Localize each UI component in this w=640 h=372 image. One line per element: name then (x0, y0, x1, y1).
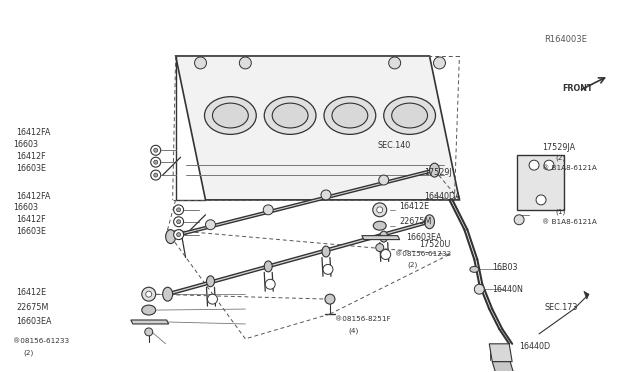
Ellipse shape (272, 103, 308, 128)
Text: 16603EA: 16603EA (17, 317, 52, 327)
Ellipse shape (392, 103, 428, 128)
Text: (2): (2) (555, 155, 565, 161)
Text: 16B03: 16B03 (492, 263, 518, 272)
Circle shape (474, 284, 484, 294)
Text: 16412FA: 16412FA (17, 192, 51, 201)
Circle shape (372, 203, 387, 217)
Text: 16603E: 16603E (17, 164, 46, 173)
Ellipse shape (424, 215, 435, 229)
Ellipse shape (166, 230, 175, 244)
Circle shape (177, 220, 180, 224)
Circle shape (207, 294, 218, 304)
Ellipse shape (384, 97, 435, 134)
Text: ®08156-8251F: ®08156-8251F (335, 316, 390, 322)
Ellipse shape (212, 103, 248, 128)
Text: 16412F: 16412F (17, 152, 46, 161)
Text: 17529J: 17529J (424, 168, 452, 177)
Circle shape (323, 264, 333, 274)
Circle shape (154, 173, 157, 177)
Circle shape (177, 232, 180, 237)
Circle shape (377, 207, 383, 213)
Polygon shape (175, 56, 460, 200)
Circle shape (151, 170, 161, 180)
Text: SEC.140: SEC.140 (378, 141, 411, 150)
Ellipse shape (207, 276, 214, 287)
Text: 16412E: 16412E (399, 202, 430, 211)
Text: 16603: 16603 (13, 203, 38, 212)
Circle shape (239, 57, 252, 69)
Ellipse shape (163, 287, 173, 301)
Circle shape (154, 160, 157, 164)
Text: ® B1A8-6121A: ® B1A8-6121A (542, 165, 597, 171)
Text: (1): (1) (555, 209, 565, 215)
Ellipse shape (373, 221, 386, 230)
Polygon shape (166, 170, 440, 237)
Circle shape (154, 148, 157, 152)
Circle shape (173, 230, 184, 240)
Polygon shape (517, 155, 564, 210)
Ellipse shape (142, 305, 156, 315)
Text: 16440D: 16440D (519, 342, 550, 351)
Polygon shape (492, 362, 513, 372)
Polygon shape (584, 291, 589, 299)
Circle shape (514, 215, 524, 225)
Text: 16440N: 16440N (492, 285, 523, 294)
Ellipse shape (205, 97, 256, 134)
Circle shape (433, 57, 445, 69)
Circle shape (529, 160, 539, 170)
Text: SEC.173: SEC.173 (544, 302, 577, 312)
Ellipse shape (264, 261, 272, 272)
Text: 17529JA: 17529JA (542, 143, 575, 152)
Ellipse shape (332, 103, 368, 128)
Text: 16440DA: 16440DA (424, 192, 461, 201)
Circle shape (173, 205, 184, 215)
Text: 22675M: 22675M (399, 217, 432, 226)
Circle shape (177, 208, 180, 212)
Text: ®08156-61233: ®08156-61233 (13, 338, 70, 344)
Circle shape (265, 279, 275, 289)
Circle shape (381, 250, 390, 259)
Text: 16412F: 16412F (17, 215, 46, 224)
Text: ®08156-61233: ®08156-61233 (395, 251, 451, 257)
Circle shape (151, 157, 161, 167)
Polygon shape (163, 222, 435, 294)
Text: 16412E: 16412E (17, 288, 47, 297)
Ellipse shape (470, 266, 479, 272)
Text: 17520U: 17520U (420, 240, 451, 249)
Text: (4): (4) (348, 328, 358, 334)
Circle shape (173, 217, 184, 227)
Circle shape (205, 220, 216, 230)
Text: (2): (2) (23, 350, 33, 356)
Circle shape (146, 291, 152, 297)
Text: 16603: 16603 (13, 140, 38, 149)
Circle shape (145, 328, 153, 336)
Circle shape (263, 205, 273, 215)
Text: 16412FA: 16412FA (17, 128, 51, 137)
Circle shape (195, 57, 207, 69)
Text: FRONT: FRONT (562, 84, 593, 93)
Circle shape (151, 145, 161, 155)
Circle shape (388, 57, 401, 69)
Circle shape (142, 287, 156, 301)
Ellipse shape (322, 246, 330, 257)
Circle shape (379, 175, 388, 185)
Ellipse shape (264, 97, 316, 134)
Text: 22675M: 22675M (17, 302, 49, 312)
Circle shape (321, 190, 331, 200)
Ellipse shape (429, 163, 440, 177)
Polygon shape (131, 320, 169, 324)
Circle shape (536, 195, 546, 205)
Text: (2): (2) (408, 261, 418, 268)
Circle shape (325, 294, 335, 304)
Circle shape (544, 160, 554, 170)
Polygon shape (362, 235, 399, 240)
Text: 16603EA: 16603EA (406, 233, 442, 242)
Polygon shape (489, 344, 512, 362)
Circle shape (376, 244, 384, 251)
Ellipse shape (380, 231, 388, 242)
Text: 16603E: 16603E (17, 227, 46, 236)
Text: R164003E: R164003E (544, 35, 587, 44)
Ellipse shape (324, 97, 376, 134)
Text: ® B1A8-6121A: ® B1A8-6121A (542, 219, 597, 225)
